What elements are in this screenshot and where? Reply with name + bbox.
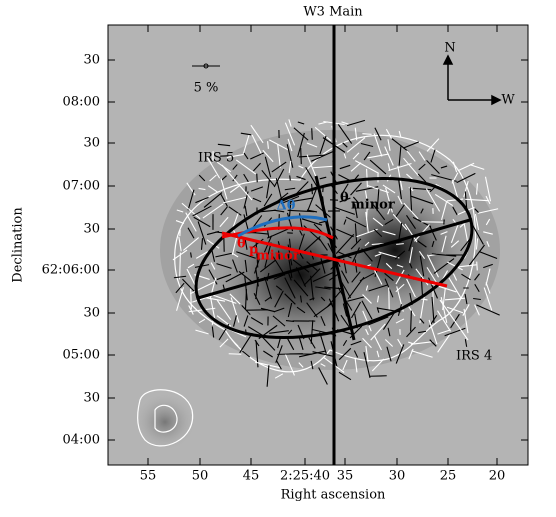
scale-label: 5 % [194,81,219,96]
y-tick-label: 30 [83,222,100,237]
x-tick-label: 2:25:40 [280,469,330,484]
x-axis-label: Right ascension [281,488,386,503]
vector [229,354,242,355]
vector [301,148,302,164]
compass-label: W [501,93,515,108]
vector [290,175,291,180]
annotation: θ [340,191,349,206]
y-tick-label: 30 [83,53,100,68]
x-tick-label: 50 [192,469,209,484]
vector [312,128,313,139]
vector [362,134,371,135]
vector [191,289,192,310]
x-tick-label: 30 [389,469,406,484]
x-tick-label: 55 [140,469,157,484]
annotation: minor [351,198,395,213]
annotation: minor [256,249,300,264]
annotation: Δθ [277,199,296,214]
x-tick-label: 25 [440,469,457,484]
x-tick-label: 20 [489,469,506,484]
emission-peak [135,394,195,450]
y-tick-label: 30 [83,391,100,406]
vector [396,244,404,245]
y-tick-label: 04:00 [63,433,100,448]
source-label: IRS 4 [456,349,492,364]
y-tick-label: 05:00 [63,348,100,363]
x-tick-label: 35 [337,469,354,484]
source-label: IRS 5 [198,151,234,166]
vector [411,311,412,332]
vector [180,253,181,280]
vector [191,252,192,257]
x-tick-label: 45 [243,469,260,484]
image [108,25,528,465]
y-tick-label: 08:00 [63,95,100,110]
y-tick-label: 30 [83,136,100,151]
y-tick-label: 62:06:00 [42,263,100,278]
title: W3 Main [303,5,363,20]
y-tick-label: 30 [83,306,100,321]
y-axis-label: Declination [11,207,26,283]
annotation: θ [237,237,246,252]
y-tick-label: 07:00 [63,179,100,194]
vector [477,262,478,271]
compass-label: N [444,41,455,56]
